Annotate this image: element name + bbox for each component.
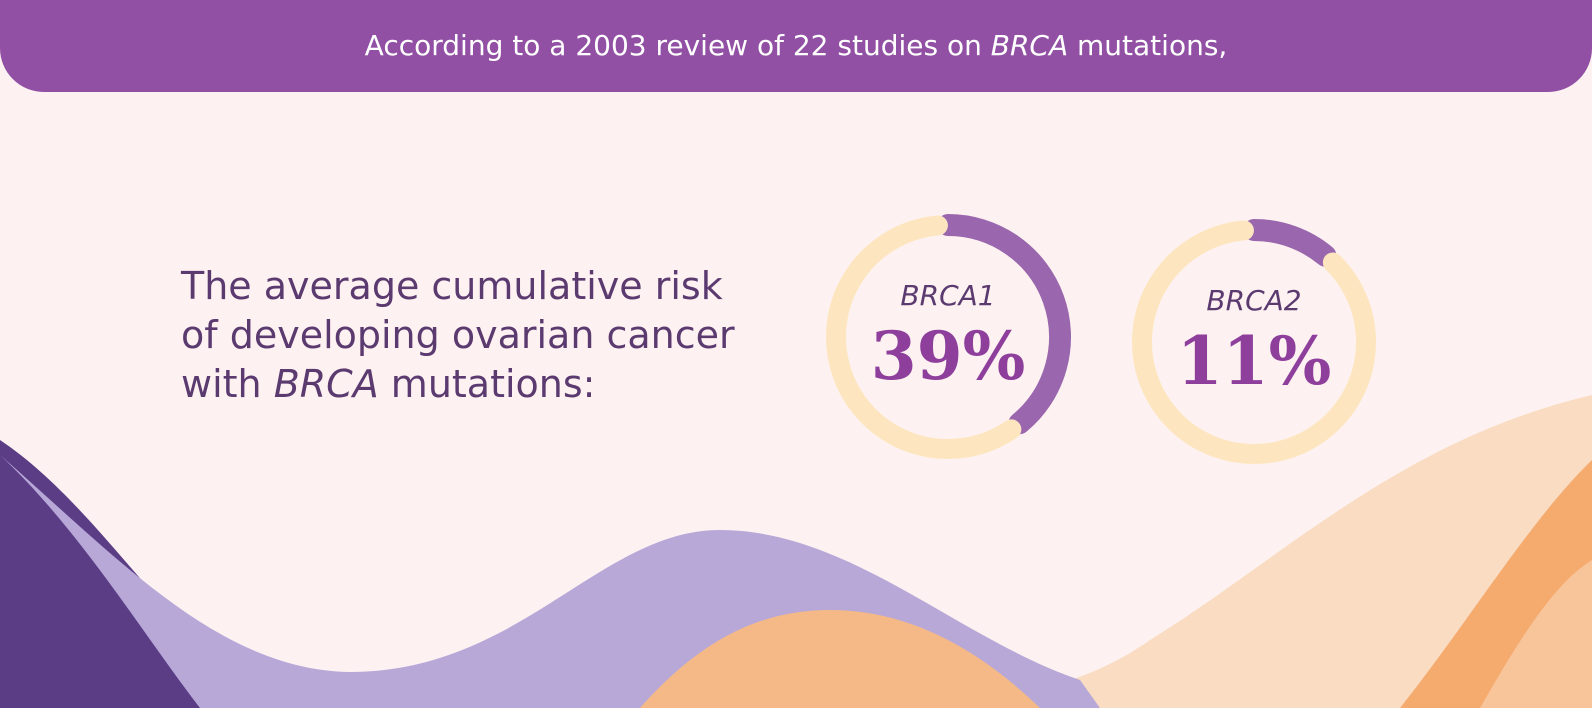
intro-line: with BRCA mutations: <box>181 360 735 409</box>
donut-label: BRCA1 <box>900 279 995 312</box>
intro-text: with <box>181 362 274 406</box>
wave <box>0 440 320 708</box>
donut-track <box>826 215 1022 459</box>
donut-value-label: 39% <box>871 317 1026 395</box>
intro-line: The average cumulative risk <box>181 262 735 311</box>
header-text: BRCA <box>990 29 1069 62</box>
header-text: mutations, <box>1068 29 1228 62</box>
intro-text: The average cumulative risk of developing… <box>181 262 735 409</box>
header-text: According to a 2003 review of 22 studies… <box>364 29 991 62</box>
donut-arc <box>1243 219 1337 267</box>
donut-value-label: 11% <box>1177 322 1332 400</box>
donut-arc <box>937 214 1071 435</box>
intro-text: BRCA <box>273 362 379 406</box>
wave <box>900 395 1592 708</box>
intro-text: The average cumulative risk <box>181 264 723 308</box>
wave <box>1480 560 1592 708</box>
donut-track <box>1132 220 1376 464</box>
intro-line: of developing ovarian cancer <box>181 311 735 360</box>
wave <box>640 610 1040 708</box>
header-bar: According to a 2003 review of 22 studies… <box>0 0 1592 92</box>
intro-text: mutations: <box>378 362 596 406</box>
intro-text: of developing ovarian cancer <box>181 313 735 357</box>
donut-label: BRCA2 <box>1206 284 1301 317</box>
